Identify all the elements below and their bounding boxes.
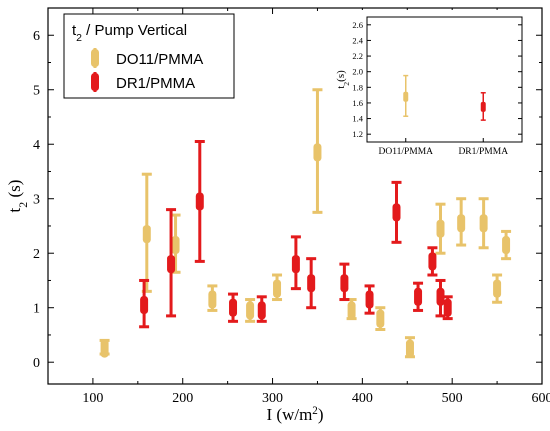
inset-x-tick-label: DO11/PMMA	[378, 147, 433, 157]
legend-label: DO11/PMMA	[116, 51, 203, 68]
inset-y-tick-label: 1.4	[352, 114, 363, 124]
inset-axes: 1.2 1.4 1.6 1.8 2.0 2.2 2.4 2.6 DO11/PMMA DR1/PMM…	[352, 20, 522, 157]
y-tick-label: 2	[33, 247, 40, 262]
y-tick-label: 5	[33, 84, 40, 99]
inset-marks	[403, 74, 486, 121]
data-point	[340, 274, 349, 293]
inset-y-tick-label: 1.8	[352, 82, 363, 92]
inset-plot: 1.2 1.4 1.6 1.8 2.0 2.2 2.4 2.6 DO11/PMMA DR1/PMM…	[325, 10, 535, 160]
inset-data-point	[480, 101, 486, 112]
inset-frame	[366, 16, 523, 143]
x-tick-label: 500	[442, 391, 463, 406]
data-point	[167, 255, 176, 274]
y-tick-label: 6	[33, 29, 40, 44]
data-point	[414, 287, 423, 306]
data-point	[246, 301, 255, 320]
data-point	[436, 219, 445, 238]
y-tick-label: 0	[33, 356, 40, 371]
data-point	[365, 290, 374, 309]
data-point	[405, 339, 414, 358]
data-point	[195, 192, 204, 211]
series-dr1-pmma	[139, 140, 453, 329]
data-point	[291, 255, 300, 274]
inset-y-tick-label: 2.4	[352, 35, 363, 45]
x-tick-label: 600	[532, 391, 550, 406]
legend: t2 / Pump Vertical DO11/PMMA DR1/PMMA	[63, 13, 235, 99]
data-point	[140, 295, 149, 314]
data-point	[436, 287, 445, 306]
data-point	[100, 339, 109, 358]
data-point	[142, 225, 151, 244]
data-point	[273, 279, 282, 298]
main-axes: 100 200 300 400 500 600 0 1 2 3 4 5 6	[33, 7, 550, 406]
data-point	[428, 252, 437, 271]
plot-frame	[47, 7, 543, 385]
data-point	[443, 298, 452, 317]
legend-label: DR1/PMMA	[116, 75, 195, 92]
legend-title: t2 / Pump Vertical	[72, 22, 187, 44]
inset-series-do11-pmma	[403, 74, 409, 117]
legend-entries: DO11/PMMA DR1/PMMA	[91, 48, 203, 92]
data-point	[457, 214, 466, 233]
inset-data-point	[403, 91, 409, 102]
legend-entry: DO11/PMMA	[91, 48, 203, 68]
inset-y-tick-label: 2.6	[352, 20, 363, 30]
x-tick-label: 300	[262, 391, 283, 406]
inset-x-tick-label: DR1/PMMA	[458, 147, 508, 157]
x-tick-label: 200	[172, 391, 193, 406]
data-point	[171, 236, 180, 255]
y-axis-label: t2 (s)	[5, 180, 30, 213]
data-point	[313, 143, 322, 162]
data-point	[376, 309, 385, 328]
data-point	[229, 298, 238, 317]
data-point	[257, 301, 266, 320]
x-tick-label: 100	[82, 391, 103, 406]
inset-background	[325, 10, 535, 160]
data-point	[493, 279, 502, 298]
inset-y-tick-label: 2.2	[352, 51, 363, 61]
inset-y-tick-label: 1.2	[352, 129, 363, 139]
inset-series-dr1-pmma	[480, 92, 486, 121]
data-point	[502, 236, 511, 255]
x-axis-label: I (w/m2)	[267, 405, 324, 424]
main-plot: 100 200 300 400 500 600 0 1 2 3 4 5 6 I (w/m2) t2 (s…	[5, 7, 550, 424]
data-point	[392, 203, 401, 222]
main-marks	[99, 88, 512, 359]
data-point	[307, 274, 316, 293]
legend-entry: DR1/PMMA	[91, 72, 195, 92]
y-tick-label: 4	[33, 138, 40, 153]
inset-y-axis-label: t2(s)	[335, 70, 351, 89]
y-tick-label: 1	[33, 302, 40, 317]
inset-y-tick-label: 1.6	[352, 98, 363, 108]
x-tick-label: 400	[352, 391, 373, 406]
series-do11-pmma	[99, 88, 512, 359]
data-point	[208, 290, 217, 309]
data-point	[347, 301, 356, 320]
data-point	[479, 214, 488, 233]
inset-y-tick-label: 2.0	[352, 67, 363, 77]
y-tick-label: 3	[33, 193, 40, 208]
